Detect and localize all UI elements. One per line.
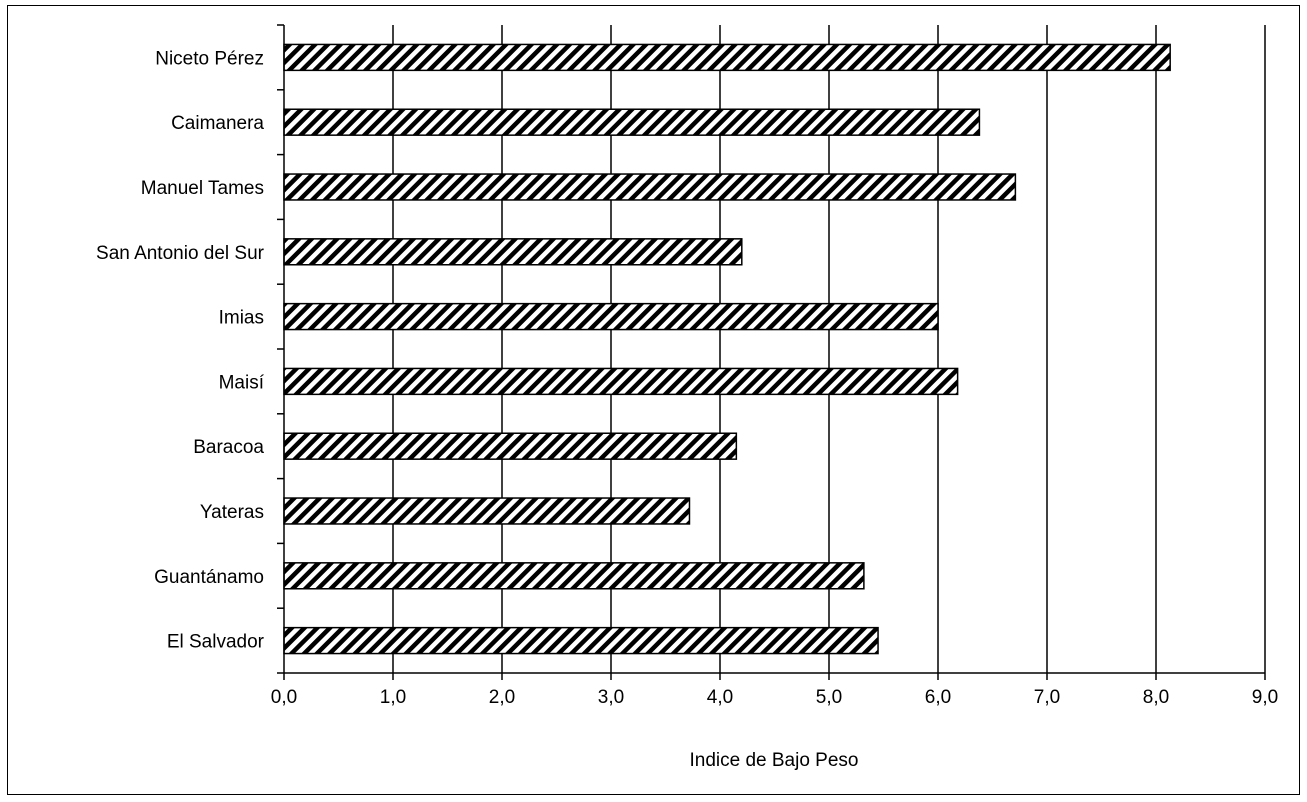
x-tick-label: 1,0 (380, 687, 406, 708)
labels: Niceto Pérez Caimanera Manuel Tames San Ant… (96, 48, 1278, 708)
bar (283, 173, 1017, 201)
bar (283, 302, 939, 331)
x-tick-label: 0,0 (271, 687, 297, 708)
bar (283, 562, 865, 590)
chart-frame (7, 5, 1300, 795)
x-tick-label: 9,0 (1252, 687, 1278, 708)
bars (283, 43, 1171, 655)
x-tick-label: 8,0 (1143, 687, 1169, 708)
category-label: Yateras (200, 502, 264, 523)
bar (283, 238, 743, 266)
category-label: Niceto Pérez (155, 48, 264, 69)
category-label: Baracoa (193, 437, 264, 458)
bar (283, 43, 1171, 72)
category-label: Maisí (219, 372, 265, 393)
category-label: Guantánamo (154, 567, 264, 588)
bar (283, 626, 879, 655)
bar (283, 497, 691, 525)
x-axis-title: Indice de Bajo Peso (689, 750, 858, 771)
bar (283, 367, 959, 396)
x-tick-label: 7,0 (1034, 687, 1060, 708)
category-label: El Salvador (167, 632, 265, 653)
x-tick-label: 3,0 (598, 687, 624, 708)
category-label: San Antonio del Sur (96, 243, 265, 264)
bar (283, 432, 738, 460)
x-tick-label: 4,0 (707, 687, 733, 708)
category-label: Manuel Tames (141, 178, 264, 199)
axes (277, 24, 1266, 680)
x-tick-label: 6,0 (925, 687, 951, 708)
category-label: Caimanera (171, 113, 264, 134)
x-tick-label: 2,0 (489, 687, 515, 708)
bar (283, 108, 981, 136)
category-label: Imias (219, 308, 264, 329)
x-tick-label: 5,0 (816, 687, 842, 708)
